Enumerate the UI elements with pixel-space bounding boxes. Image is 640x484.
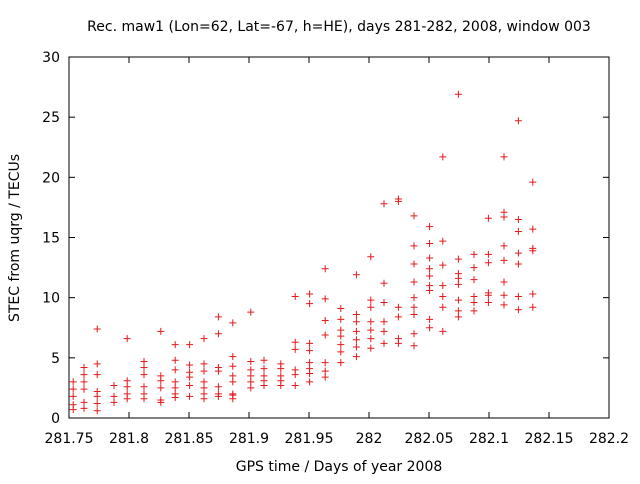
x-tick-label: 281.8: [109, 431, 149, 447]
stec-scatter-chart: Rec. maw1 (Lon=62, Lat=-67, h=HE), days …: [0, 0, 640, 480]
y-tick-label: 10: [42, 291, 60, 307]
x-tick-label: 282: [356, 431, 383, 447]
x-axis-label: GPS time / Days of year 2008: [236, 459, 443, 475]
y-tick-label: 30: [42, 50, 60, 66]
chart-background: [0, 0, 640, 480]
y-tick-label: 20: [42, 170, 60, 186]
y-tick-label: 0: [51, 411, 60, 427]
x-tick-label: 282.15: [525, 431, 574, 447]
y-tick-label: 25: [42, 110, 60, 126]
x-tick-label: 282.2: [589, 431, 629, 447]
x-tick-label: 282.1: [469, 431, 509, 447]
x-tick-label: 281.9: [229, 431, 269, 447]
x-tick-label: 281.85: [165, 431, 214, 447]
x-tick-label: 281.95: [285, 431, 334, 447]
y-tick-label: 5: [51, 351, 60, 367]
x-tick-label: 281.75: [45, 431, 94, 447]
chart-title: Rec. maw1 (Lon=62, Lat=-67, h=HE), days …: [87, 19, 591, 35]
x-tick-label: 282.05: [405, 431, 454, 447]
y-axis-label: STEC from uqrg / TECUs: [7, 154, 23, 322]
y-tick-label: 15: [42, 231, 60, 247]
